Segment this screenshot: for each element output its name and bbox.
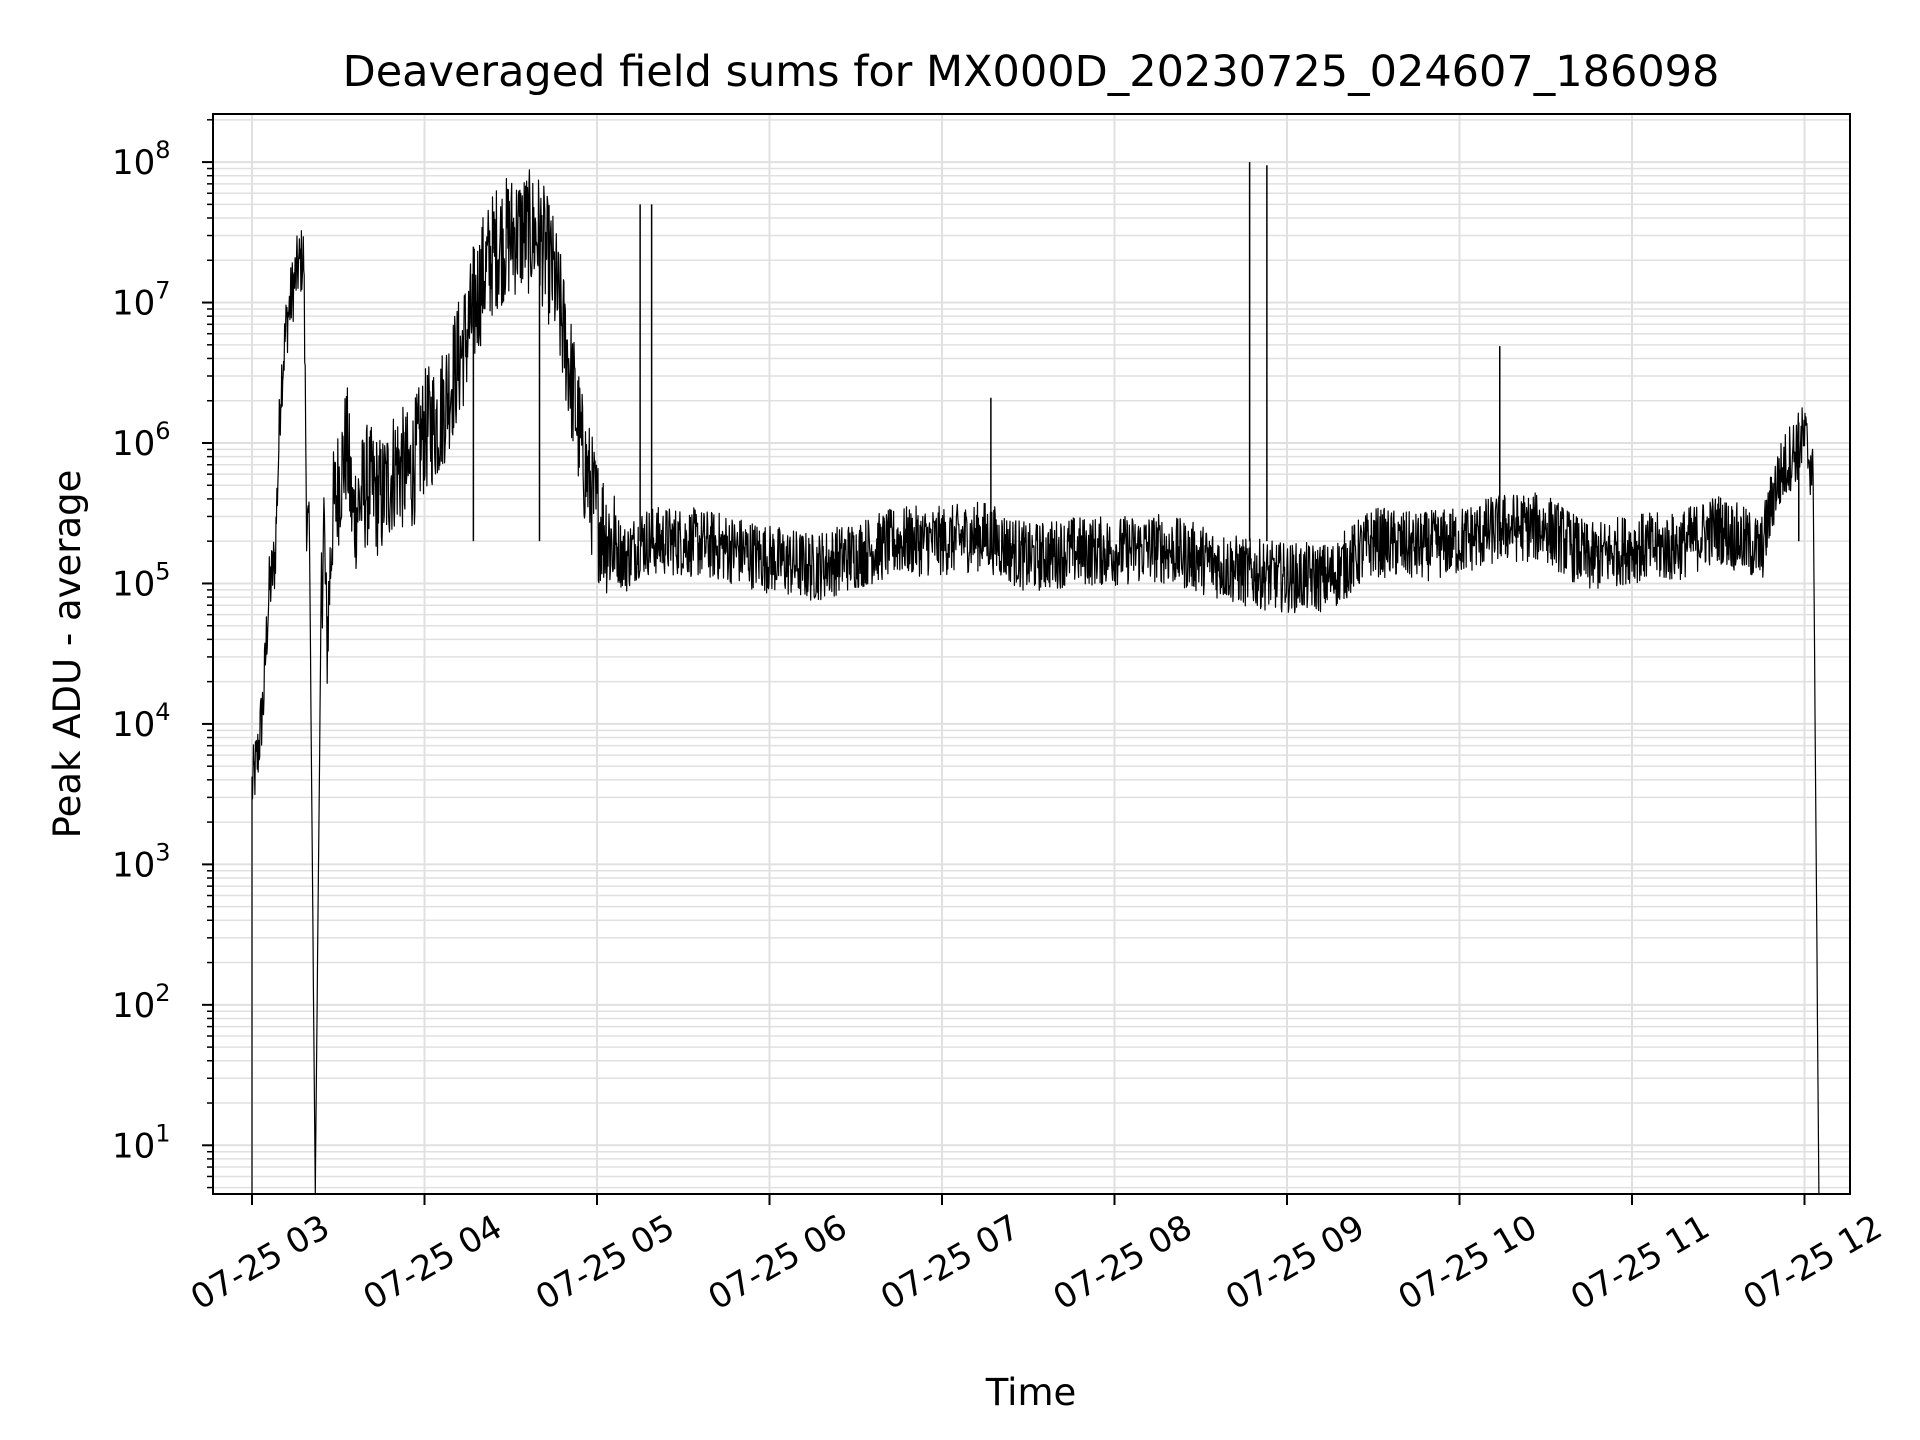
y-tick-label: 105 <box>112 557 171 604</box>
y-axis: 101 102 103 104 105 106 107 108 <box>112 119 213 1189</box>
y-tick-label: 108 <box>112 136 171 183</box>
grid <box>213 114 1850 1194</box>
y-tick-label: 101 <box>112 1119 171 1166</box>
y-tick-label: 106 <box>112 417 171 464</box>
y-tick-label: 104 <box>112 698 171 745</box>
y-tick-label: 102 <box>112 979 171 1026</box>
plot-frame <box>212 113 1851 1195</box>
y-tick-label: 107 <box>112 277 171 324</box>
data-series <box>251 162 1820 1195</box>
y-tick-label: 103 <box>112 838 171 885</box>
y-axis-label: Peak ADU - average <box>46 470 89 839</box>
chart-title: Deaveraged field sums for MX000D_2023072… <box>343 47 1720 97</box>
series-line <box>251 169 1820 1195</box>
x-axis-label: Time <box>985 1371 1077 1414</box>
